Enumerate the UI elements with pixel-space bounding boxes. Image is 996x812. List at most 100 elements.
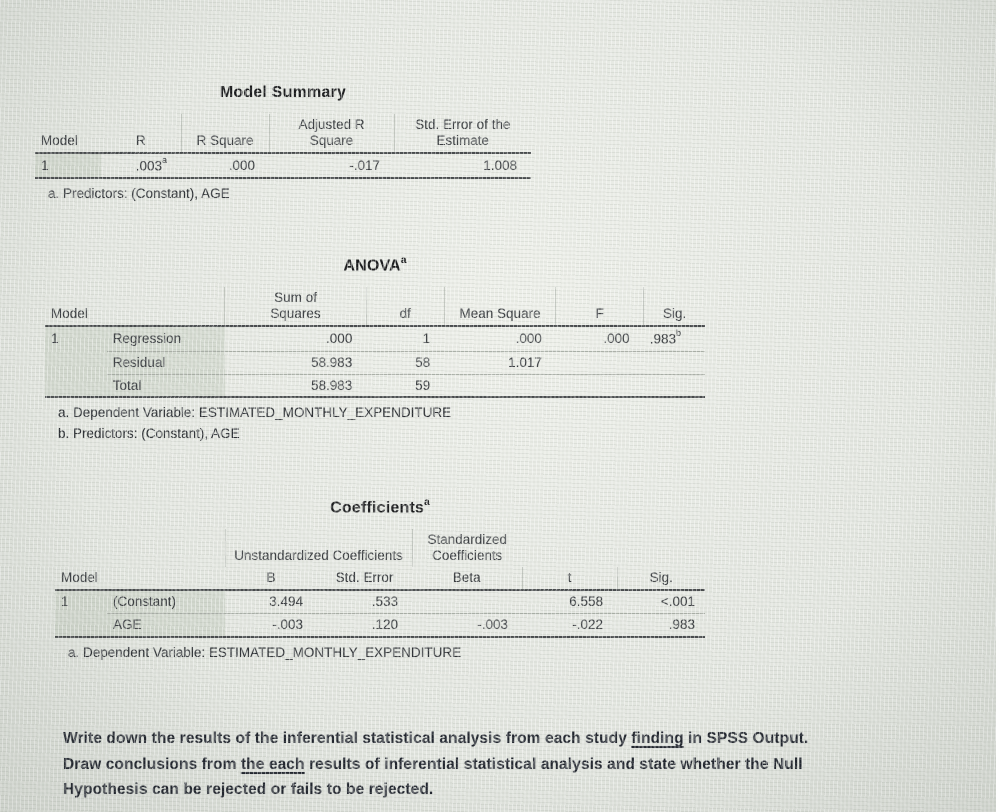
header-model: Model: [45, 287, 225, 328]
coefficients-header-row: Model B Std. Error Beta t Sig.: [55, 567, 705, 592]
header-t: t: [521, 567, 617, 592]
anova-table: Model Sum of Squares df Mean Square F Si…: [45, 287, 705, 399]
header-std-error: Std. Error of the Estimate: [393, 114, 531, 154]
cell-std-error: .120: [317, 613, 412, 638]
anova-footnote-a: a. Dependent Variable: ESTIMATED_MONTHLY…: [58, 405, 452, 421]
question-underlined-word: finding: [631, 730, 684, 747]
sig-footnote-marker: b: [675, 328, 681, 339]
cell-b: 3.494: [269, 594, 303, 610]
cell-df: 1: [422, 330, 431, 346]
anova-row-regression: 1 Regression .000 1 .000 .000 .983b: [45, 326, 705, 352]
cell-beta: -.003: [412, 613, 522, 638]
cell-row-label: Regression: [106, 326, 225, 352]
group-header-standardized: Standardized Coefficients: [411, 529, 522, 568]
cell-df: 59: [366, 373, 445, 399]
question-paragraph: Write down the results of the inferentia…: [63, 726, 953, 803]
cell-r: .003a: [101, 152, 181, 180]
sig-value: .983: [649, 331, 676, 347]
cell-r-square: .000: [181, 152, 269, 180]
cell-model: [45, 351, 107, 375]
header-sig: Sig.: [643, 287, 705, 328]
group-header-unstandardized: Unstandardized Coefficients: [224, 529, 412, 568]
anova-section: ANOVAa Model Sum of Squares df Mean Squa…: [45, 255, 705, 442]
coefficients-row-age: AGE -.003 .120 -.003 -.022 .983: [55, 613, 705, 638]
header-sig: Sig.: [616, 567, 705, 592]
model-summary-title-text: Model Summary: [219, 84, 347, 101]
anova-row-total: Total 58.983 59: [45, 373, 705, 399]
cell-sum-of-squares: 58.983: [224, 350, 367, 375]
group-header-spacer-t: [522, 529, 617, 567]
cell-t: -.022: [522, 613, 617, 638]
cell-b: -.003: [225, 613, 317, 638]
cell-sig: .983: [617, 613, 705, 638]
group-header-standardized-text: Standardized Coefficients: [427, 532, 508, 564]
model-summary-data-row: 1 .003a .000 -.017 1.008: [35, 152, 531, 180]
cell-mean-square: 1.017: [444, 350, 556, 375]
cell-f: [555, 373, 644, 399]
header-std-error: Std. Error: [317, 567, 412, 592]
cell-sig: [643, 373, 705, 399]
model-summary-footnote: a. Predictors: (Constant), AGE: [48, 186, 230, 202]
question-underlined-word: the each: [240, 755, 305, 773]
header-f: F: [555, 287, 644, 328]
question-line-1: Write down the results of the inferentia…: [63, 726, 953, 752]
header-sum-of-squares: Sum of Squares: [224, 287, 367, 328]
coefficients-row-constant: 1 (Constant) 3.494 .533 6.558 <.001: [55, 590, 705, 614]
cell-beta: [412, 590, 522, 613]
header-df: df: [365, 287, 445, 328]
header-model: Model: [55, 567, 225, 592]
coefficients-title-footnote-marker: a: [424, 497, 430, 508]
cell-sig: .983b: [644, 326, 705, 351]
group-header-spacer: [55, 529, 225, 567]
coefficients-section: Coefficientsa Unstandardized Coefficient…: [55, 497, 705, 660]
coefficients-table: Unstandardized Coefficients Standardized…: [55, 529, 705, 638]
header-adjusted-r-square: Adjusted R Square: [268, 114, 394, 154]
question-line-3: Hypothesis can be rejected or fails to b…: [63, 777, 953, 803]
header-sum-of-squares-text: Sum of Squares: [270, 290, 321, 322]
question-line-2: Draw conclusions from the each results o…: [63, 752, 953, 778]
header-b: B: [225, 567, 317, 592]
anova-footnote-b: b. Predictors: (Constant), AGE: [58, 426, 240, 442]
question-text: Draw conclusions from: [63, 755, 241, 773]
cell-f: [555, 350, 644, 375]
coefficients-title-text: Coefficients: [330, 499, 425, 517]
header-mean-square: Mean Square: [443, 287, 556, 328]
cell-f: .000: [603, 330, 630, 346]
cell-t: 6.558: [569, 594, 603, 610]
model-summary-title: Model Summary: [35, 84, 531, 102]
coefficients-footnote: a. Dependent Variable: ESTIMATED_MONTHLY…: [68, 644, 462, 660]
question-text: in SPSS Output.: [683, 730, 809, 747]
anova-title-footnote-marker: a: [400, 255, 407, 266]
cell-mean-square: .000: [515, 330, 542, 346]
cell-model: 1: [55, 590, 107, 614]
model-summary-table: Model R R Square Adjusted R Square Std. …: [35, 114, 531, 180]
cell-df: 58: [366, 350, 445, 375]
header-r: R: [101, 114, 181, 154]
model-summary-header-row: Model R R Square Adjusted R Square Std. …: [35, 114, 531, 154]
question-text: Write down the results of the inferentia…: [63, 730, 632, 747]
anova-title: ANOVAa: [45, 255, 705, 275]
question-text: Hypothesis can be rejected or fails to b…: [63, 781, 434, 798]
cell-row-label: Residual: [106, 350, 225, 375]
header-beta: Beta: [412, 567, 522, 592]
coefficients-title: Coefficientsa: [55, 497, 705, 517]
cell-sum-of-squares: 58.983: [224, 373, 367, 399]
cell-row-label: (Constant): [107, 590, 225, 614]
cell-sig: [643, 350, 705, 375]
cell-std-error: 1.008: [394, 152, 531, 180]
cell-model: [55, 613, 107, 638]
model-summary-section: Model Summary Model R R Square Adjusted …: [35, 84, 531, 201]
cell-model: 1: [45, 326, 107, 352]
cell-model: [45, 374, 107, 399]
anova-header-row: Model Sum of Squares df Mean Square F Si…: [45, 287, 705, 328]
cell-std-error: .533: [371, 594, 398, 610]
cell-adjusted-r-square: -.017: [269, 152, 394, 180]
cell-sig: <.001: [660, 594, 695, 610]
question-text: results of inferential statistical analy…: [304, 755, 803, 773]
cell-sum-of-squares: .000: [326, 330, 353, 346]
r-value: .003: [135, 158, 162, 174]
r-footnote-marker: a: [161, 154, 167, 165]
anova-row-residual: Residual 58.983 58 1.017: [45, 350, 705, 375]
anova-title-text: ANOVA: [343, 257, 401, 275]
